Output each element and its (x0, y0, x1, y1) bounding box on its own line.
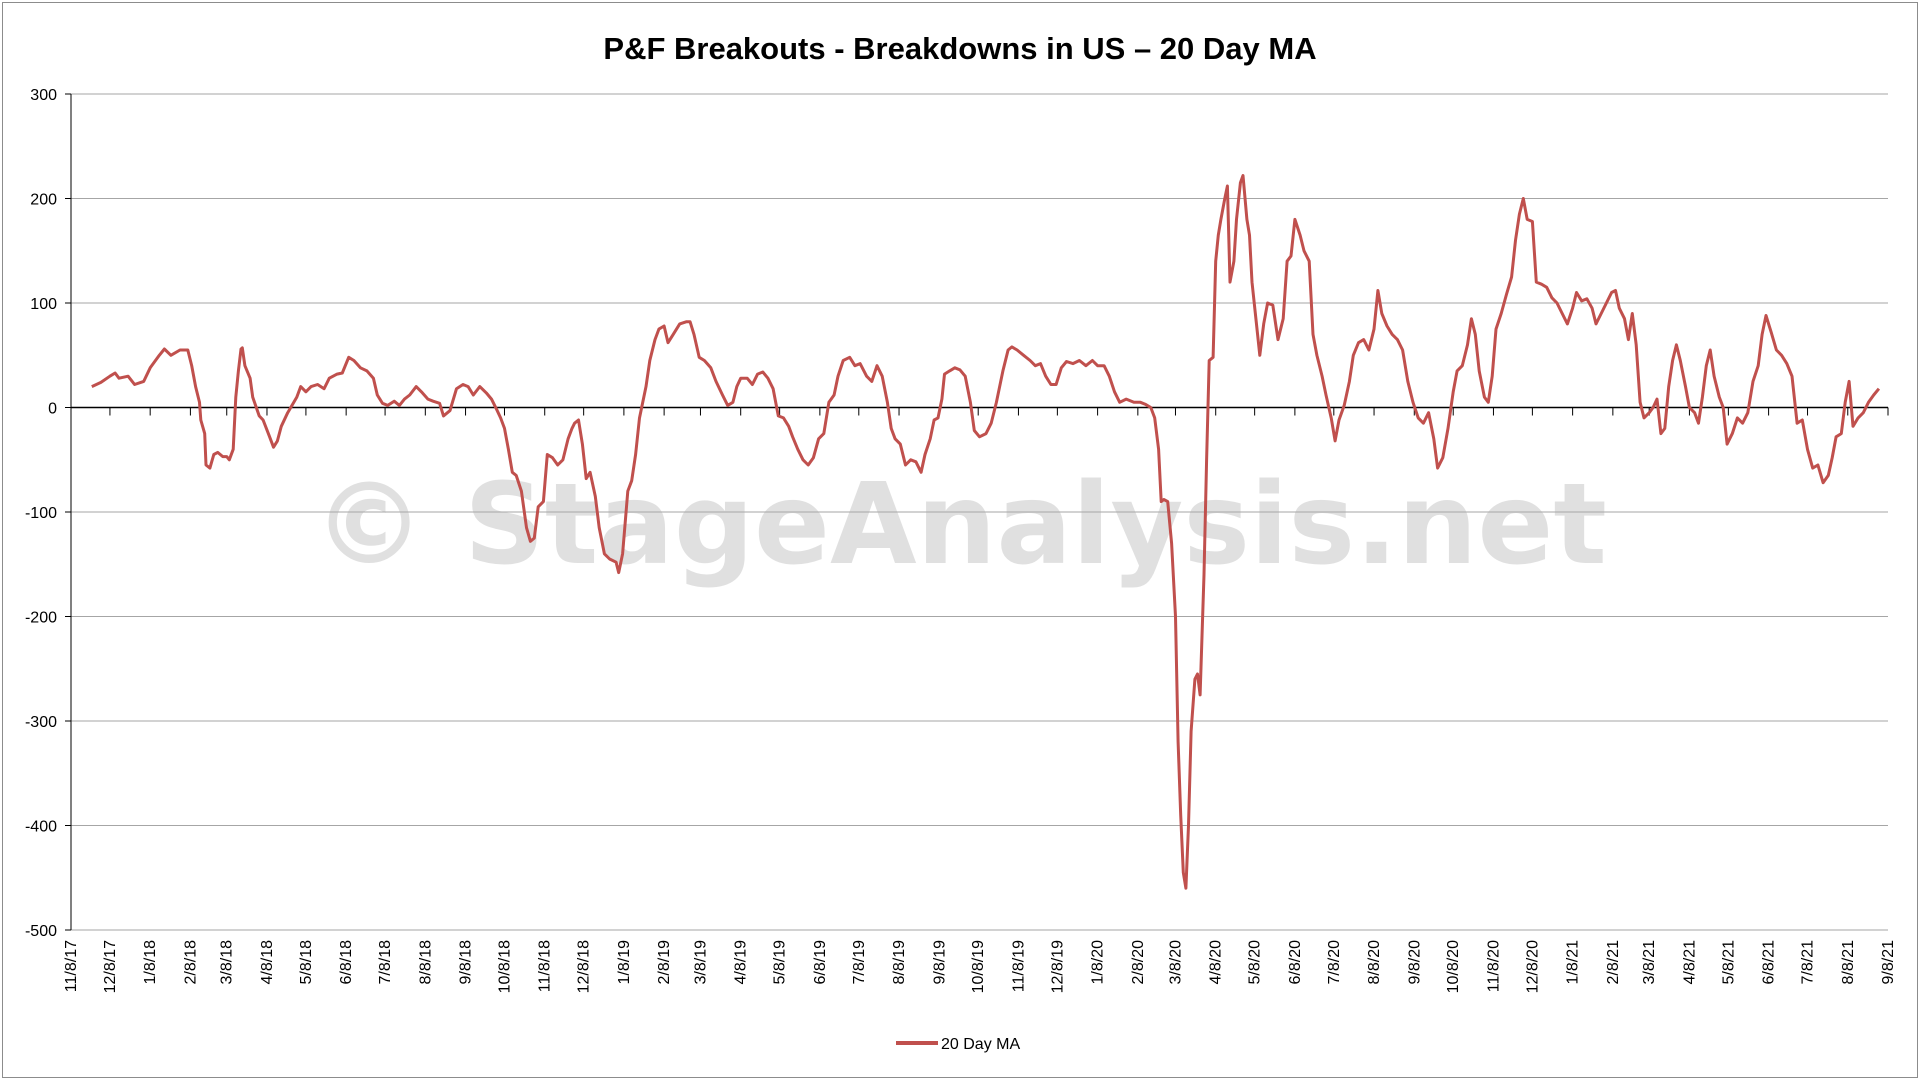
y-tick-label: -300 (25, 714, 57, 731)
x-tick-label: 7/8/18 (377, 940, 394, 985)
x-tick-label: 10/8/18 (496, 940, 513, 993)
x-tick-label: 11/8/20 (1485, 940, 1502, 992)
chart-title: P&F Breakouts - Breakdowns in US – 20 Da… (603, 31, 1316, 66)
x-tick-label: 4/8/20 (1208, 940, 1225, 985)
x-tick-label: 5/8/18 (298, 940, 315, 985)
x-tick-label: 9/8/18 (458, 940, 475, 985)
y-tick-label: 300 (30, 87, 57, 104)
x-tick-label: 10/8/20 (1445, 940, 1462, 993)
x-tick-label: 5/8/20 (1247, 940, 1264, 985)
x-tick-label: 9/8/19 (931, 940, 948, 985)
x-tick-label: 6/8/18 (338, 940, 355, 985)
x-tick-label: 2/8/20 (1130, 940, 1147, 985)
x-tick-label: 4/8/18 (259, 940, 276, 985)
x-tick-label: 1/8/21 (1565, 940, 1582, 985)
x-tick-label: 6/8/19 (812, 940, 829, 985)
x-tick-label: 5/8/19 (772, 940, 789, 985)
watermark-text: © StageAnalysis.net (313, 460, 1607, 590)
x-tick-label: 3/8/20 (1167, 940, 1184, 985)
legend: 20 Day MA (896, 1036, 1020, 1053)
x-tick-label: 11/8/17 (63, 940, 80, 992)
x-tick-label: 5/8/21 (1720, 940, 1737, 985)
x-tick-label: 10/8/19 (970, 940, 987, 993)
x-tick-label: 3/8/19 (692, 940, 709, 985)
y-tick-label: 100 (30, 296, 57, 313)
series-line (91, 174, 1881, 890)
x-tick-label: 6/8/20 (1287, 940, 1304, 985)
x-tick-label: 7/8/20 (1326, 940, 1343, 985)
x-tick-label: 4/8/21 (1681, 940, 1698, 985)
x-tick-label: 8/8/20 (1366, 940, 1383, 985)
x-tick-label: 6/8/21 (1761, 940, 1778, 985)
x-tick-label: 1/8/18 (142, 940, 159, 985)
x-tick-label: 12/8/19 (1049, 940, 1066, 993)
x-tick-label: 7/8/21 (1800, 940, 1817, 985)
x-tick-label: 8/8/18 (417, 940, 434, 985)
x-tick-label: 11/8/19 (1010, 940, 1027, 992)
series-layer (91, 174, 1881, 890)
legend-label: 20 Day MA (941, 1036, 1020, 1053)
x-tick-label: 12/8/17 (102, 940, 119, 993)
x-tick-label: 3/8/18 (219, 940, 236, 985)
x-tick-label: 2/8/18 (182, 940, 199, 985)
x-tick-label: 12/8/18 (576, 940, 593, 993)
x-tick-label: 1/8/19 (616, 940, 633, 985)
x-tick-label: 12/8/20 (1524, 940, 1541, 993)
y-tick-label: -200 (25, 610, 57, 627)
x-tick-label: 1/8/20 (1090, 940, 1107, 985)
x-tick-label: 2/8/21 (1605, 940, 1622, 985)
gridlines (71, 93, 1888, 931)
x-tick-label: 2/8/19 (656, 940, 673, 985)
x-tick-label: 7/8/19 (851, 940, 868, 985)
y-tick-label: -100 (25, 505, 57, 522)
x-tick-label: 9/8/21 (1880, 940, 1897, 985)
x-tick-label: 11/8/18 (537, 940, 554, 992)
y-tick-label: 0 (48, 401, 57, 418)
x-tick-label: 8/8/21 (1840, 940, 1857, 985)
x-tick-label: 3/8/21 (1641, 940, 1658, 985)
axes: 300 200 100 0 -100 -200 -300 -400 -500 11/8/17 12/… (25, 87, 1897, 993)
line-chart: P&F Breakouts - Breakdowns in US – 20 Da… (25, 31, 1897, 1053)
x-tick-label: 4/8/19 (733, 940, 750, 985)
y-tick-label: -500 (25, 923, 57, 940)
x-tick-label: 9/8/20 (1406, 940, 1423, 985)
y-tick-label: 200 (30, 192, 57, 209)
x-tick-label: 8/8/19 (891, 940, 908, 985)
y-tick-label: -400 (25, 819, 57, 836)
